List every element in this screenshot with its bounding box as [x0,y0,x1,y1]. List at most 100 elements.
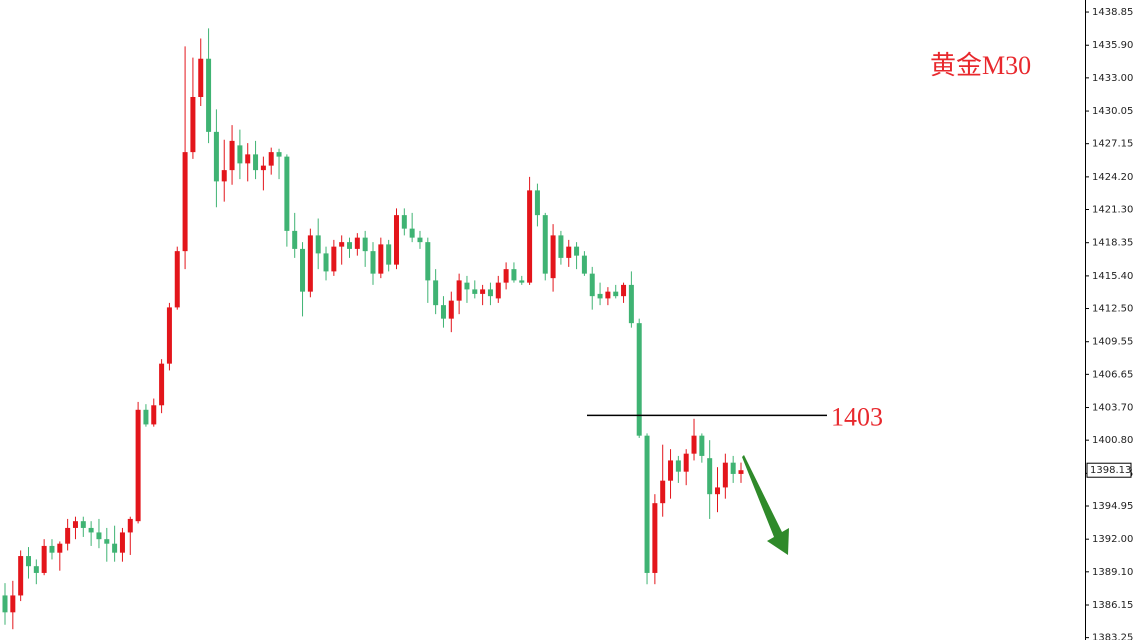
candle-body [480,289,486,294]
candle-body [542,215,548,274]
candle-body [190,96,196,153]
candle-body [534,190,540,216]
y-tick-label: 1409.55 [1092,337,1133,348]
candle-body [628,284,634,324]
y-tick-label: 1400.80 [1092,435,1133,446]
candle-body [722,462,728,488]
y-tick-label: 1418.35 [1092,238,1133,249]
candle-body [503,269,509,283]
candle-body [315,235,321,254]
candle-body [276,152,282,157]
y-tick-label: 1383.25 [1092,633,1133,640]
candle-body [730,462,736,474]
y-tick-label: 1427.15 [1092,139,1133,150]
candle-body [65,527,71,544]
candle-body [472,289,478,294]
candle-body [566,246,572,258]
y-tick-label: 1433.00 [1092,73,1133,84]
candle-body [613,291,619,297]
y-tick-label: 1424.20 [1092,172,1133,183]
candle-body [347,242,353,249]
candle-body [88,527,94,533]
candle-body [675,460,681,472]
candle-body [636,323,642,436]
candle-body [166,307,172,364]
y-tick-label: 1392.00 [1092,534,1133,545]
candle-body [574,246,580,256]
candle-body [268,152,274,166]
y-tick-label: 1415.40 [1092,271,1133,282]
candle-body [683,453,689,472]
y-tick-label: 1406.65 [1092,369,1133,380]
candle-body [72,521,78,528]
candle-body [331,246,337,272]
candle-body [41,545,47,573]
candle-body [206,58,212,132]
candle-body [18,556,24,596]
candle-body [409,228,415,238]
candle-body [558,235,564,258]
candle-body [495,282,501,299]
candle-body [300,248,306,292]
y-tick-label: 1386.15 [1092,600,1133,611]
candle-body [213,131,219,182]
candle-body [487,289,493,297]
candle-body [621,284,627,297]
y-tick-label: 1438.85 [1092,7,1133,18]
candle-body [104,539,110,544]
candle-body [393,215,399,265]
candle-body [589,273,595,297]
candle-body [112,543,118,553]
candle-body [127,518,133,533]
candle-body [386,244,392,265]
candle-body [229,140,235,171]
y-tick-label: 1394.95 [1092,501,1133,512]
candle-body [151,405,157,425]
candle-body [550,235,556,279]
candle-body [174,251,180,308]
candle-body [143,409,149,425]
candle-body [284,156,290,231]
chart-title: 黄金M30 [930,51,1031,80]
level-label: 1403 [831,402,883,431]
candle-body [464,282,470,290]
candle-body [715,487,721,495]
last-price-label: 1398.13 [1090,465,1131,476]
candle-body [57,543,63,553]
candle-body [401,215,407,229]
candle-body [691,435,697,454]
candle-body [80,521,86,528]
candle-body [260,165,266,171]
candle-body [159,363,165,406]
candle-body [354,237,360,249]
candle-body [519,280,525,283]
candle-body [2,595,8,613]
candle-body [307,235,313,292]
candle-body [135,409,141,522]
candle-body [198,58,204,97]
candle-body [323,253,329,272]
candle-body [456,280,462,301]
candle-body [370,251,376,274]
candle-body [253,154,259,171]
candle-body [417,237,423,243]
candle-body [362,237,368,252]
candle-body [707,458,713,495]
candle-body [699,435,705,456]
y-tick-label: 1430.05 [1092,106,1133,117]
candle-body [527,190,533,283]
y-tick-label: 1403.70 [1092,403,1133,414]
candle-body [652,503,658,573]
y-tick-label: 1389.10 [1092,567,1133,578]
candle-body [448,300,454,319]
candle-body [245,154,251,164]
candle-body [25,556,31,567]
trend-arrow [742,455,789,555]
candle-body [119,532,125,553]
candle-body [581,255,587,274]
candle-body [339,242,345,247]
candle-body [511,269,517,281]
candle-body [440,305,446,319]
candle-body [425,242,431,281]
candle-body [738,470,744,474]
